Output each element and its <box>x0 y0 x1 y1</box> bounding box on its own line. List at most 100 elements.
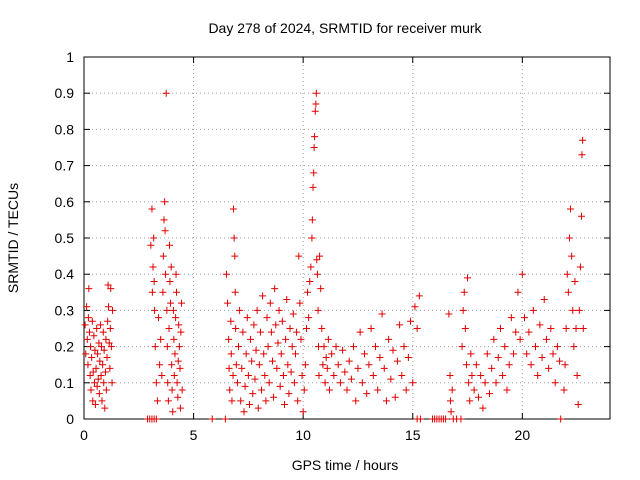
data-point <box>152 379 160 387</box>
data-point <box>470 386 478 394</box>
data-point <box>523 350 531 358</box>
data-point <box>445 310 453 318</box>
data-point <box>289 310 297 318</box>
data-point <box>86 372 94 380</box>
data-point <box>164 379 172 387</box>
data-point <box>516 335 524 343</box>
data-point <box>161 227 169 235</box>
data-point <box>378 310 386 318</box>
data-point <box>244 372 252 380</box>
data-point <box>466 397 474 405</box>
data-point <box>308 234 316 242</box>
y-tick-label: 0.7 <box>55 158 75 174</box>
data-point <box>227 317 235 325</box>
data-point <box>265 379 273 387</box>
y-axis-label: SRMTID / TECUs <box>5 183 21 293</box>
data-point <box>231 288 239 296</box>
data-point <box>148 205 156 213</box>
data-point <box>467 350 475 358</box>
data-point <box>389 346 397 354</box>
data-point <box>98 397 106 405</box>
data-point <box>336 379 344 387</box>
data-point <box>83 303 91 311</box>
data-point <box>168 361 176 369</box>
data-point <box>153 397 161 405</box>
data-point <box>343 386 351 394</box>
data-point <box>448 386 456 394</box>
data-point <box>108 379 116 387</box>
data-point <box>232 325 240 332</box>
data-point <box>477 372 485 380</box>
data-point <box>556 357 564 365</box>
y-tick-label: 0 <box>66 411 74 427</box>
data-point <box>464 274 472 282</box>
data-point <box>313 256 321 264</box>
data-point <box>323 364 331 372</box>
data-point <box>339 346 347 354</box>
data-point <box>462 361 470 369</box>
data-point <box>330 372 338 380</box>
data-point <box>226 386 234 394</box>
data-point <box>461 325 469 332</box>
data-point <box>400 343 408 351</box>
grid-lines <box>84 57 610 419</box>
data-point <box>96 321 104 329</box>
data-point <box>169 408 177 416</box>
data-point <box>250 321 258 329</box>
data-point <box>172 314 180 322</box>
data-point <box>387 375 395 383</box>
data-point <box>173 379 181 387</box>
data-point <box>150 234 158 242</box>
data-point <box>284 361 292 369</box>
data-point <box>564 288 572 296</box>
data-point <box>305 314 313 322</box>
y-tick-label: 1 <box>66 49 74 65</box>
data-point <box>371 343 379 351</box>
data-point <box>174 393 182 401</box>
data-point <box>363 390 371 398</box>
data-point <box>85 328 93 336</box>
data-point <box>247 335 255 343</box>
data-point <box>446 397 454 405</box>
data-point <box>352 397 360 405</box>
data-point <box>96 357 104 365</box>
data-point <box>232 361 240 369</box>
x-axis-label: GPS time / hours <box>292 457 399 473</box>
data-point <box>172 270 180 278</box>
data-point <box>294 397 302 405</box>
data-point <box>527 361 535 369</box>
data-point <box>415 292 423 300</box>
data-point <box>149 263 157 271</box>
data-point <box>311 107 319 115</box>
data-point <box>485 390 493 398</box>
data-point <box>334 361 342 369</box>
data-point <box>288 343 296 351</box>
data-point <box>270 393 278 401</box>
data-point <box>324 335 332 343</box>
data-point <box>84 314 92 322</box>
data-point <box>521 314 529 322</box>
data-point <box>243 314 251 322</box>
data-point <box>229 205 237 213</box>
data-point <box>107 343 115 351</box>
data-point <box>99 361 107 369</box>
data-point <box>175 321 183 329</box>
data-point <box>152 415 160 423</box>
data-point <box>268 357 276 365</box>
data-point <box>108 306 116 314</box>
data-point <box>540 296 548 304</box>
data-point <box>176 364 184 372</box>
data-point <box>175 343 183 351</box>
data-point <box>361 350 369 358</box>
data-point <box>158 372 166 380</box>
data-point <box>147 241 155 249</box>
data-point <box>105 303 113 311</box>
data-point <box>105 339 113 347</box>
data-point <box>222 270 230 278</box>
data-point <box>82 350 90 358</box>
data-point <box>413 325 421 332</box>
data-point <box>100 379 108 387</box>
y-tick-label: 0.9 <box>55 85 75 101</box>
data-point <box>468 372 476 380</box>
data-point <box>165 241 173 249</box>
